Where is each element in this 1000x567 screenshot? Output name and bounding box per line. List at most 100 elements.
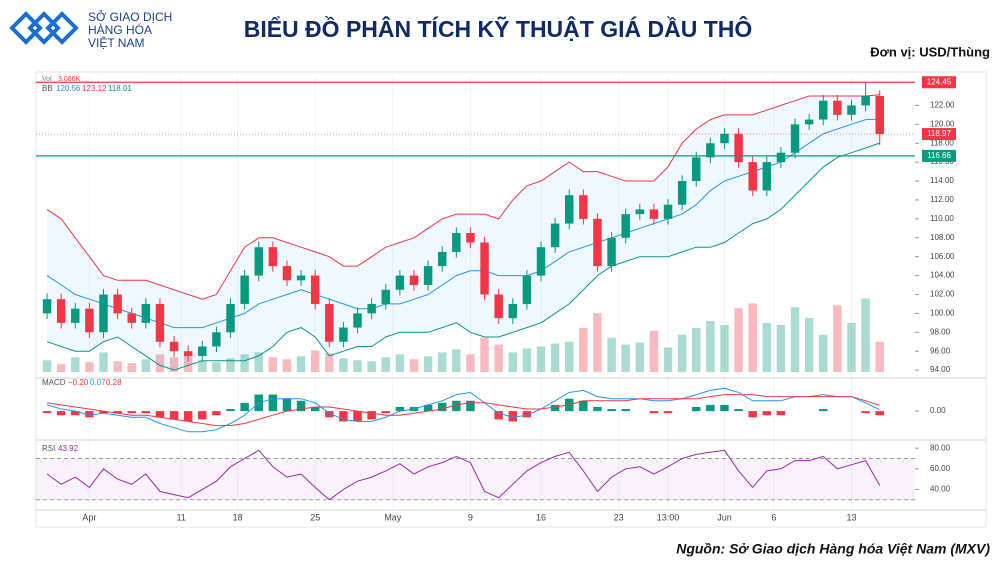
volume-bar <box>127 363 136 372</box>
volume-bar <box>437 352 447 372</box>
y-tick-label: 96.00 <box>930 346 951 355</box>
candle-body <box>847 105 856 115</box>
candle-body <box>861 95 870 106</box>
macd-hist-bar <box>85 411 94 418</box>
x-tick-label: 16 <box>536 512 546 522</box>
candle-body <box>339 327 348 342</box>
x-tick-label: 13:00 <box>657 512 680 522</box>
price-tag-label: 124.45 <box>927 77 952 86</box>
candle-body <box>254 247 263 276</box>
candle-body <box>748 162 757 191</box>
volume-bar <box>254 352 263 372</box>
candle-body <box>437 251 447 267</box>
volume-bar <box>169 357 179 372</box>
bb-upper <box>46 94 880 300</box>
macd-hist-bar <box>127 411 136 414</box>
volume-bar <box>99 352 108 372</box>
y-tick-label: 110.00 <box>930 214 954 223</box>
macd-hist-bar <box>508 411 518 422</box>
candle-body <box>198 346 207 356</box>
y-tick-label: 80.00 <box>930 443 951 452</box>
volume-legend-value: 3.086K <box>58 76 81 83</box>
logo-mark <box>9 11 79 45</box>
candle-body <box>762 162 772 191</box>
candle-body <box>692 157 701 182</box>
volume-bar <box>381 357 390 372</box>
macd-hist-bar <box>437 402 447 412</box>
x-tick-label: 6 <box>771 512 776 522</box>
source-note: Nguồn: Sở Giao dịch Hàng hóa Việt Nam (M… <box>676 541 990 557</box>
candle-body <box>579 195 588 219</box>
macd-hist-bar <box>861 411 870 414</box>
macd-hist-bar <box>663 411 673 414</box>
macd-hist-bar <box>212 411 221 416</box>
macd-hist-bar <box>198 411 207 420</box>
candle-body <box>240 275 249 304</box>
volume-bar <box>296 356 306 372</box>
y-tick-label: 108.00 <box>930 233 955 242</box>
volume-bar <box>56 364 66 372</box>
candle-body <box>565 195 574 224</box>
x-tick-label: 23 <box>614 512 624 522</box>
macd-hist-bar <box>466 400 475 412</box>
candle-body <box>776 152 786 163</box>
volume-bar <box>579 327 588 372</box>
macd-hist-bar <box>706 404 715 412</box>
macd-hist-bar <box>494 411 503 420</box>
macd-hist-bar <box>395 406 405 412</box>
candle-body <box>85 308 94 333</box>
candle-body <box>593 218 602 267</box>
bb-fill <box>47 94 880 371</box>
volume-bar <box>42 360 52 372</box>
volume-bar <box>113 361 122 372</box>
volume-bar <box>480 337 489 372</box>
volume-bar <box>762 323 772 372</box>
bb-legend-value: 123.12 <box>82 84 107 93</box>
volume-bar <box>536 346 546 372</box>
volume-bar <box>649 330 659 372</box>
volume-bar <box>593 313 602 372</box>
volume-bar <box>212 362 221 372</box>
macd-hist-bar <box>325 411 334 418</box>
candle-body <box>127 313 136 323</box>
macd-hist-bar <box>621 409 630 412</box>
volume-bar <box>621 344 630 372</box>
candle-body <box>734 133 743 163</box>
y-tick-label: 98.00 <box>930 327 951 336</box>
macd-legend-value: 0.28 <box>106 378 122 387</box>
volume-bar <box>508 352 518 372</box>
volume-bar <box>155 354 165 372</box>
macd-hist-bar <box>776 411 786 416</box>
volume-bar <box>240 354 249 372</box>
last-price-label: 118.97 <box>927 129 951 138</box>
volume-bar <box>692 327 701 372</box>
volume-bar <box>748 303 757 372</box>
macd-hist-bar <box>748 411 757 418</box>
volume-bar <box>833 305 842 372</box>
price-tag <box>922 76 956 89</box>
org-name: HÀNG HÓA <box>88 22 152 37</box>
x-tick-label: 18 <box>233 512 243 522</box>
candle-body <box>790 124 800 153</box>
rsi-line <box>46 449 881 501</box>
volume-bar <box>734 308 743 372</box>
x-tick-label: Apr <box>82 512 96 522</box>
bb-legend-value: 118.01 <box>108 84 132 93</box>
volume-bar <box>522 348 532 372</box>
macd-hist-bar <box>56 411 66 416</box>
macd-legend-value: 0.07 <box>90 378 106 387</box>
macd-hist-bar <box>367 411 376 420</box>
y-tick-label: 102.00 <box>930 290 955 299</box>
rsi-band <box>36 458 915 500</box>
volume-bar <box>339 358 348 372</box>
macd-hist-bar <box>183 411 193 422</box>
price-tag-label: 116.66 <box>927 151 951 160</box>
volume-bar <box>268 357 278 372</box>
volume-legend: Vol <box>42 76 52 83</box>
candle-body <box>71 308 80 323</box>
volume-bar <box>550 343 560 372</box>
candle-body <box>804 119 814 125</box>
candle-body <box>325 303 334 342</box>
volume-bar <box>85 362 94 372</box>
